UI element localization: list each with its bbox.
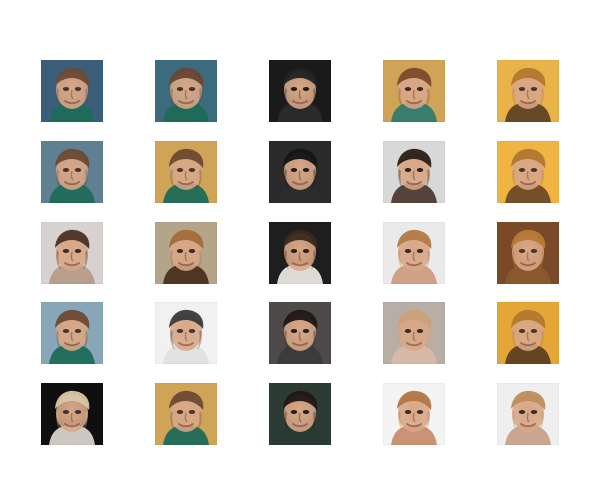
face-tile-r1-c5 (497, 60, 559, 122)
face-tile-r4-c5 (497, 302, 559, 364)
face-tile-r3-c1 (41, 222, 103, 284)
face-tile-r2-c5 (497, 141, 559, 203)
face-tile-r2-c1 (41, 141, 103, 203)
face-tile-r4-c4 (383, 302, 445, 364)
face-tile-r3-c5 (497, 222, 559, 284)
face-tile-r1-c3 (269, 60, 331, 122)
face-tile-r2-c4 (383, 141, 445, 203)
face-tile-r3-c4 (383, 222, 445, 284)
face-tile-r5-c1 (41, 383, 103, 445)
face-tile-r2-c3 (269, 141, 331, 203)
face-tile-r1-c4 (383, 60, 445, 122)
face-tile-r5-c5 (497, 383, 559, 445)
face-tile-r5-c4 (383, 383, 445, 445)
face-tile-r3-c2 (155, 222, 217, 284)
face-tile-r5-c3 (269, 383, 331, 445)
face-tile-r1-c1 (41, 60, 103, 122)
face-tile-r4-c2 (155, 302, 217, 364)
face-tile-r3-c3 (269, 222, 331, 284)
face-tile-r5-c2 (155, 383, 217, 445)
face-tile-r1-c2 (155, 60, 217, 122)
face-tile-r4-c1 (41, 302, 103, 364)
face-tile-r4-c3 (269, 302, 331, 364)
face-tile-r2-c2 (155, 141, 217, 203)
